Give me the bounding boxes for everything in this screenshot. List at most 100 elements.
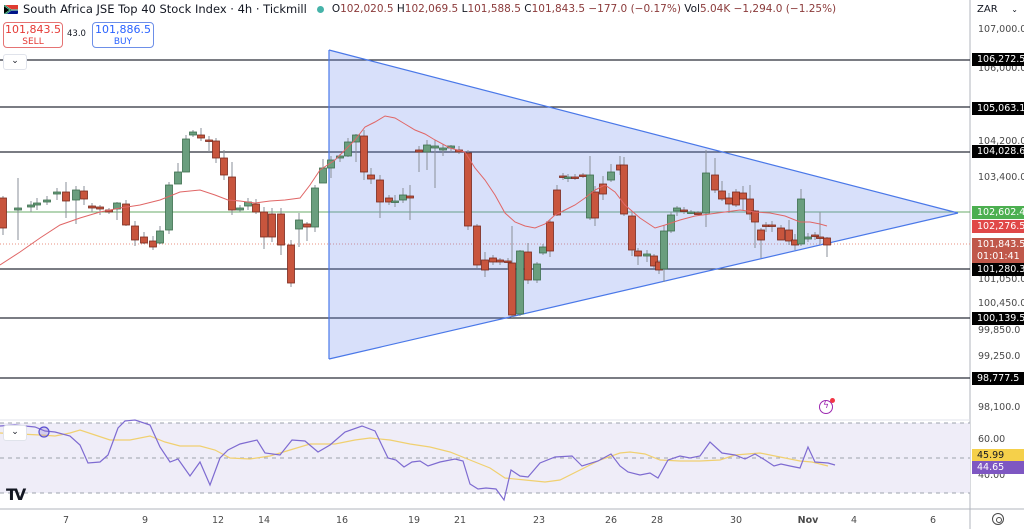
candle-body: [399, 194, 407, 201]
candle-body: [236, 207, 244, 211]
price-tag: 98,777.5: [972, 372, 1024, 385]
candle-body: [327, 159, 335, 169]
candle-body: [391, 200, 399, 203]
sell-price: 101,843.5: [5, 23, 61, 36]
candle-body: [746, 198, 754, 215]
price-tick-label: 99,250.0: [978, 351, 1021, 362]
chevron-down-icon: ⌄: [11, 427, 19, 437]
candle-body: [777, 227, 785, 241]
time-tick-label: 16: [335, 515, 349, 526]
candle-body: [599, 183, 607, 195]
candle-body: [220, 157, 228, 176]
candle-body: [823, 237, 831, 246]
market-status-icon: [316, 5, 324, 13]
candle-body: [702, 172, 710, 214]
buy-label: BUY: [113, 37, 133, 47]
time-tick-label: 14: [257, 515, 271, 526]
candle-body: [303, 223, 311, 228]
candle-body: [757, 229, 765, 241]
candle-body: [96, 206, 104, 210]
candle-body: [650, 255, 658, 267]
candle-body: [197, 134, 205, 139]
candle-body: [376, 179, 384, 203]
candle-body: [295, 219, 303, 230]
chevron-down-icon: ⌄: [11, 56, 19, 66]
candle-body: [268, 213, 276, 238]
price-tick-label: 98,100.0: [978, 402, 1021, 413]
triangle-lower-line: [328, 212, 959, 360]
candle-body: [620, 164, 628, 215]
candle-body: [360, 135, 368, 173]
candle-body: [385, 197, 393, 203]
tradingview-logo[interactable]: TV: [6, 485, 26, 504]
price-tag: 102,276.5: [972, 220, 1024, 233]
time-tick-label: 28: [650, 515, 664, 526]
candle-body: [27, 204, 35, 208]
candle-body: [406, 195, 414, 199]
lightning-icon[interactable]: ϟ: [819, 398, 835, 414]
chart-header: South Africa JSE Top 40 Stock Index · 4h…: [4, 2, 836, 16]
symbol-title[interactable]: South Africa JSE Top 40 Stock Index · 4h…: [23, 2, 307, 16]
candle-body: [260, 211, 268, 238]
candle-body: [579, 174, 587, 177]
candle-body: [816, 236, 824, 239]
candle-body: [711, 174, 719, 191]
buy-price: 101,886.5: [95, 23, 151, 36]
candle-body: [252, 203, 260, 213]
collapse-rsi-button[interactable]: ⌄: [3, 425, 27, 441]
south-africa-flag-icon: [4, 4, 18, 14]
candle-body: [811, 234, 819, 237]
settings-gear-icon[interactable]: [992, 513, 1004, 525]
chevron-down-icon: ⌄: [1011, 5, 1018, 14]
candle-body: [33, 202, 41, 206]
price-tick-label: 40.00: [978, 470, 1006, 481]
candle-body: [72, 189, 80, 201]
candle-body: [182, 138, 190, 173]
candle-body: [564, 176, 572, 179]
price-tick-label: 104,200.0: [978, 136, 1024, 147]
rsi-marker-icon: [38, 426, 50, 438]
candle-body: [546, 221, 554, 252]
time-tick-label: 30: [729, 515, 743, 526]
candle-body: [473, 225, 481, 266]
candle-body: [768, 224, 776, 227]
candle-body: [423, 144, 431, 153]
candle-body: [489, 257, 497, 263]
candle-body: [336, 155, 344, 159]
candle-body: [660, 230, 668, 270]
candle-body: [80, 190, 88, 200]
time-tick-label: 9: [141, 515, 149, 526]
candle-body: [62, 191, 70, 202]
candle-body: [694, 212, 702, 215]
time-tick-label: 21: [453, 515, 467, 526]
time-tick-label: 19: [407, 515, 421, 526]
price-tick-label: 60.00: [978, 434, 1006, 445]
currency-select[interactable]: ZAR ⌄: [972, 2, 1022, 18]
candle-body: [524, 251, 532, 281]
time-tick-label: 12: [211, 515, 225, 526]
candle-body: [628, 215, 636, 251]
collapse-indicators-button[interactable]: ⌄: [3, 54, 27, 70]
candle-body: [53, 191, 61, 195]
time-tick-label: 4: [850, 515, 858, 526]
candle-body: [687, 211, 695, 214]
price-tick-label: 103,400.0: [978, 172, 1024, 183]
price-tag: 100,139.5: [972, 312, 1024, 325]
price-tag: 106,272.5: [972, 53, 1024, 66]
buy-button[interactable]: 101,886.5 BUY: [92, 22, 154, 48]
candle-body: [431, 145, 439, 149]
candle-body: [165, 184, 173, 231]
sell-button[interactable]: 101,843.5 SELL: [3, 22, 63, 48]
candle-body: [228, 176, 236, 211]
candle-body: [140, 236, 148, 244]
candle-body: [571, 176, 579, 179]
time-tick-label: Nov: [797, 515, 819, 526]
candle-body: [174, 171, 182, 185]
candle-body: [718, 190, 726, 200]
price-tick-label: 106,000.0: [978, 63, 1024, 74]
candle-body: [277, 213, 285, 246]
candle-body: [591, 191, 599, 219]
candle-body: [634, 250, 642, 257]
candle-body: [415, 149, 423, 153]
